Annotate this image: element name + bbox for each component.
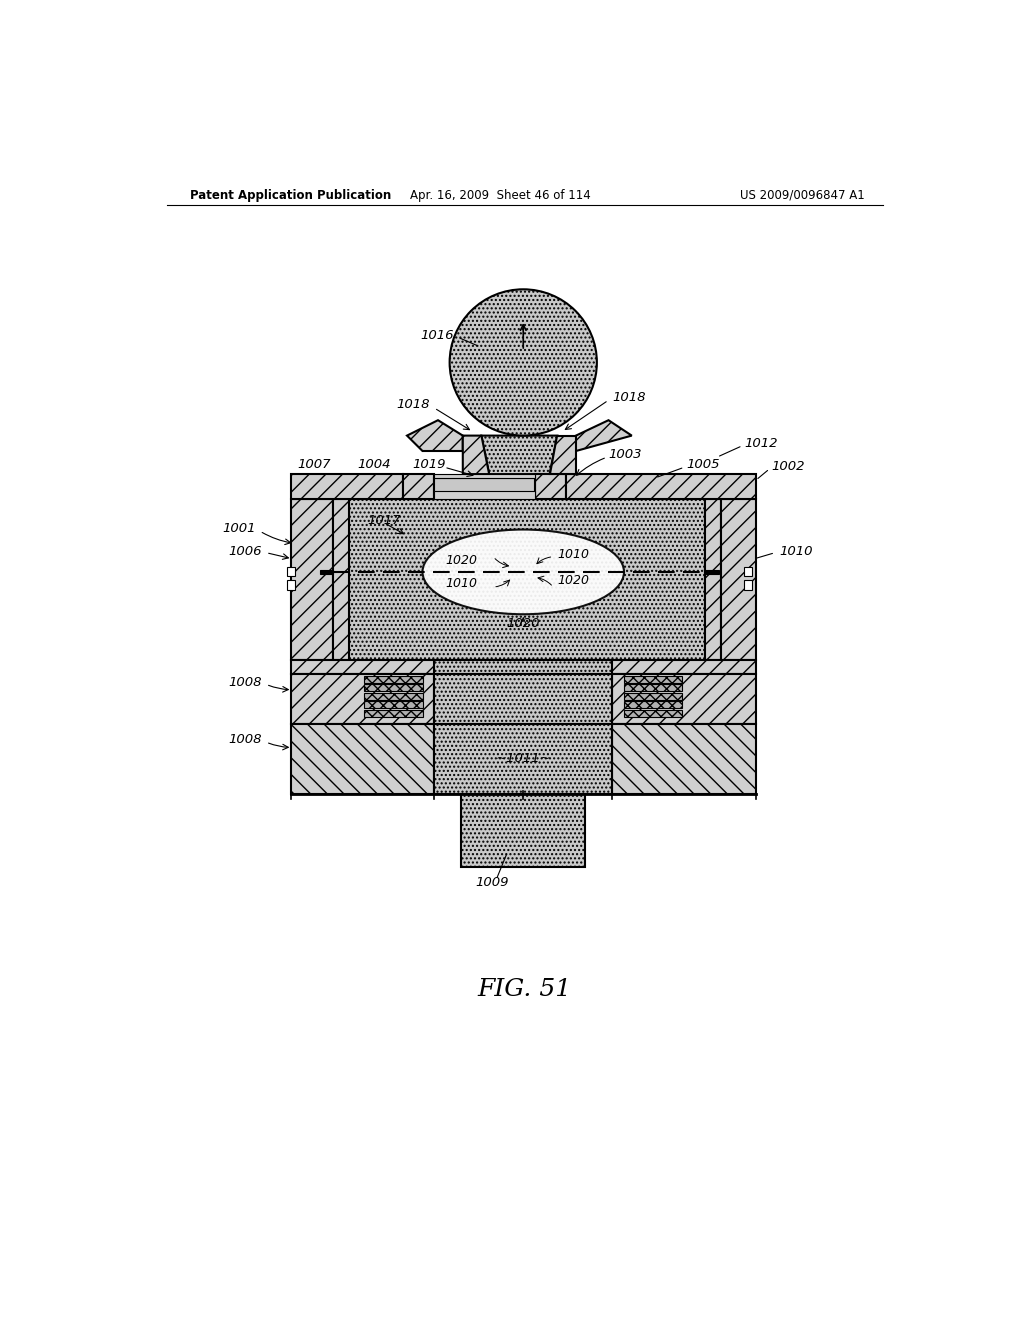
- Text: FIG. 51: FIG. 51: [478, 978, 571, 1002]
- Bar: [365, 684, 423, 692]
- Text: 1004: 1004: [357, 458, 391, 471]
- Text: 1009: 1009: [475, 875, 509, 888]
- Bar: [612, 675, 756, 725]
- Bar: [624, 701, 682, 708]
- Text: Apr. 16, 2009  Sheet 46 of 114: Apr. 16, 2009 Sheet 46 of 114: [410, 189, 591, 202]
- Text: 1010: 1010: [445, 577, 477, 590]
- Text: 1010: 1010: [558, 548, 590, 561]
- Polygon shape: [463, 436, 489, 474]
- Text: 1017: 1017: [367, 513, 400, 527]
- Bar: [291, 675, 434, 725]
- Bar: [434, 478, 535, 495]
- Polygon shape: [550, 436, 575, 474]
- Text: 1012: 1012: [744, 437, 777, 450]
- Bar: [365, 676, 423, 682]
- Bar: [744, 581, 752, 590]
- Polygon shape: [481, 436, 557, 474]
- Bar: [365, 693, 423, 700]
- Ellipse shape: [423, 529, 624, 614]
- Bar: [434, 491, 535, 499]
- Bar: [291, 660, 756, 675]
- Bar: [434, 474, 535, 478]
- Bar: [624, 710, 682, 717]
- Bar: [403, 474, 434, 499]
- Text: Patent Application Publication: Patent Application Publication: [190, 189, 391, 202]
- Bar: [624, 693, 682, 700]
- Bar: [349, 499, 706, 660]
- Text: 1008: 1008: [228, 733, 262, 746]
- Bar: [461, 793, 586, 867]
- Text: 1001: 1001: [222, 521, 256, 535]
- Circle shape: [450, 289, 597, 436]
- Bar: [566, 474, 756, 499]
- Polygon shape: [575, 420, 632, 451]
- Text: 1008: 1008: [228, 676, 262, 689]
- Bar: [321, 570, 334, 574]
- Bar: [334, 499, 349, 660]
- Text: 1019: 1019: [412, 458, 445, 471]
- Text: 1007: 1007: [297, 458, 331, 471]
- Text: 1018: 1018: [396, 399, 430, 412]
- Bar: [624, 684, 682, 692]
- Bar: [365, 710, 423, 717]
- Bar: [291, 725, 434, 793]
- Text: 1018: 1018: [612, 391, 646, 404]
- Bar: [291, 474, 403, 499]
- Bar: [721, 499, 756, 660]
- Polygon shape: [407, 420, 463, 451]
- Bar: [706, 499, 721, 660]
- Text: 1020: 1020: [558, 574, 590, 587]
- Bar: [434, 725, 612, 793]
- Bar: [287, 566, 295, 576]
- Bar: [706, 570, 719, 574]
- Bar: [434, 675, 612, 725]
- Text: 1005: 1005: [686, 458, 720, 471]
- Bar: [535, 474, 566, 499]
- Bar: [612, 725, 756, 793]
- Bar: [434, 660, 612, 675]
- Text: 1010: 1010: [779, 545, 812, 557]
- Bar: [744, 566, 752, 576]
- Bar: [291, 499, 334, 660]
- Text: US 2009/0096847 A1: US 2009/0096847 A1: [739, 189, 864, 202]
- Text: 1003: 1003: [608, 449, 642, 462]
- Text: 1020: 1020: [445, 554, 477, 566]
- Text: 1006: 1006: [228, 545, 262, 557]
- Text: 1020: 1020: [507, 616, 540, 630]
- Text: 1002: 1002: [771, 459, 805, 473]
- Bar: [624, 676, 682, 682]
- Bar: [365, 701, 423, 708]
- Text: 1016: 1016: [420, 329, 454, 342]
- Text: ~1011~: ~1011~: [496, 752, 551, 766]
- Bar: [287, 581, 295, 590]
